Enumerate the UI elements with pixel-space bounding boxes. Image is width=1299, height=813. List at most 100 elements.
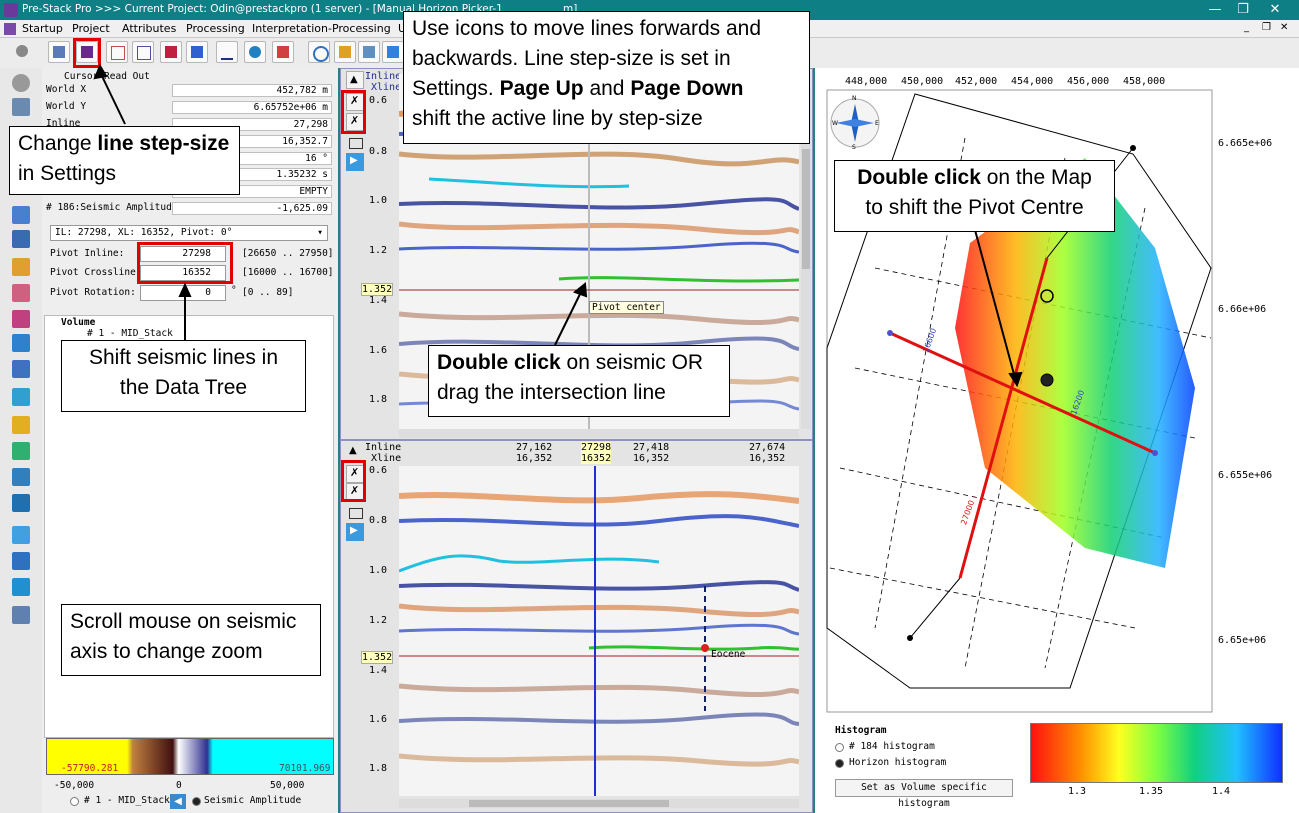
tool-chart2-icon[interactable] <box>12 552 30 570</box>
hscroll-bottom[interactable] <box>399 799 799 808</box>
seismic-header-xline: Xline <box>371 82 402 93</box>
title-bar: Pre-Stack Pro >>> Current Project: Odin@… <box>0 0 1299 20</box>
pivot-inline-range: [26650 .. 27950] <box>242 248 334 259</box>
wedge-icon <box>387 46 399 58</box>
colors-icon <box>277 46 289 58</box>
readout-label: World X <box>46 84 87 95</box>
tool-cube2-icon[interactable] <box>12 468 30 486</box>
tool-grid-icon[interactable] <box>12 206 30 224</box>
histogram-chart[interactable] <box>1030 723 1283 783</box>
menu-interpretation-processing[interactable]: Interpretation-Processing <box>252 22 391 35</box>
tool-pin-icon[interactable] <box>12 494 30 512</box>
toolbar-eye-button[interactable] <box>244 41 266 63</box>
check-icon <box>137 46 151 60</box>
readout-row-2: Inline <box>46 118 80 131</box>
seismic-header-xline: Xline <box>371 453 402 464</box>
toolbar-tool3-button[interactable] <box>106 41 128 63</box>
colorbar-max: 70101.969 <box>279 763 331 774</box>
compass-n: N <box>852 95 857 102</box>
callout-text: Change <box>18 132 92 155</box>
axis-tick: 1.2 <box>369 245 388 256</box>
histogram-radio-1[interactable] <box>835 743 844 752</box>
mdi-close-icon[interactable]: ✕ <box>1280 22 1289 33</box>
tool-chart-icon[interactable] <box>12 98 30 116</box>
tool-db-icon[interactable] <box>12 416 30 434</box>
pointer-tool[interactable]: ▲ <box>346 71 364 89</box>
menu-attributes[interactable]: Attributes <box>122 22 177 35</box>
pivot-crossline-field[interactable]: 16352 <box>140 265 226 281</box>
menu-processing[interactable]: Processing <box>186 22 245 35</box>
colorbar[interactable]: -57790.281 70101.969 <box>46 738 334 775</box>
attribute-radio[interactable] <box>192 797 201 806</box>
toolbar-target-button[interactable] <box>308 41 330 63</box>
tool-bars-icon[interactable] <box>12 360 30 378</box>
close-button[interactable]: ✕ <box>1269 2 1281 17</box>
tool-wells-icon[interactable] <box>12 230 30 248</box>
pointer-tool[interactable]: ▲ <box>346 443 364 461</box>
tool-camera-icon[interactable] <box>12 578 30 596</box>
toolbar-check-button[interactable] <box>132 41 154 63</box>
mdi-minimize-icon[interactable]: _ <box>1244 22 1249 33</box>
tool-cube-icon[interactable] <box>12 442 30 460</box>
toolbar-wavelet-button[interactable] <box>216 41 238 63</box>
pivot-inline-field[interactable]: 27298 <box>140 246 226 262</box>
tree-item-label[interactable]: # 1 - MID_Stack <box>87 328 173 339</box>
pivot-rotation-field[interactable]: 0 <box>140 285 226 301</box>
restore-button[interactable]: ❐ <box>1237 2 1249 17</box>
page-up-key: Page Up <box>499 77 584 100</box>
amplitude-label: # 186:Seismic Amplitude <box>46 202 178 213</box>
tool-layers-icon[interactable] <box>12 258 30 276</box>
settings-button[interactable] <box>76 41 98 63</box>
menu-more[interactable]: U <box>398 22 406 35</box>
hscroll-thumb[interactable] <box>469 800 669 807</box>
tool-graph-icon[interactable] <box>12 310 30 328</box>
tool-table-icon[interactable] <box>12 606 30 624</box>
next-tool[interactable]: ▶ <box>346 153 364 171</box>
vscroll-thumb[interactable] <box>802 149 810 269</box>
tool-split-icon[interactable] <box>12 334 30 352</box>
rect-tool[interactable] <box>346 505 364 523</box>
tool-sphere-icon[interactable] <box>12 74 30 92</box>
mdi-restore-icon[interactable]: ❐ <box>1262 22 1271 33</box>
menu-startup[interactable]: Startup <box>22 22 63 35</box>
tool-stack-icon[interactable] <box>12 388 30 406</box>
tool-link-icon[interactable] <box>12 526 30 544</box>
toolbar-colors-button[interactable] <box>272 41 294 63</box>
callout-bold: Double click <box>857 166 981 189</box>
pivot-rotation-range: [0 .. 89] <box>242 287 294 298</box>
menu-project[interactable]: Project <box>72 22 110 35</box>
hscroll-top[interactable] <box>399 429 799 438</box>
seismic-view-bottom[interactable]: Inline Xline 27,162 16,352 27298 16352 2… <box>340 440 813 813</box>
toolbar-map-button[interactable] <box>358 41 380 63</box>
active-xline: 16352 <box>581 453 612 464</box>
toolbar-sphere-button[interactable] <box>12 41 34 63</box>
toolbar-layout-button[interactable] <box>48 41 70 63</box>
dataset-radio[interactable] <box>70 797 79 806</box>
toolbar-dots-button[interactable] <box>334 41 356 63</box>
histogram-radio-2[interactable] <box>835 759 844 768</box>
line-forward-button[interactable]: ✗ <box>346 465 364 483</box>
x-tick-xline: 16,352 <box>749 453 786 464</box>
map-y-tick: 6.65e+06 <box>1218 635 1267 646</box>
readout-row-1: World Y <box>46 101 86 114</box>
rect-tool[interactable] <box>346 135 364 153</box>
arrow-left-icon[interactable]: ◀ <box>170 794 186 809</box>
seismic-image-bottom[interactable] <box>399 466 799 796</box>
toolbar-wells-button[interactable] <box>160 41 182 63</box>
toolbar-cube-button[interactable] <box>186 41 208 63</box>
tree-root-label[interactable]: Volume <box>61 317 96 328</box>
x-tick-inline: 27,418 <box>633 442 670 453</box>
next-tool[interactable]: ▶ <box>346 523 364 541</box>
histogram-tick: 1.3 <box>1068 786 1087 797</box>
tool-wave-icon[interactable] <box>12 284 30 302</box>
vscroll-top[interactable] <box>801 89 811 429</box>
pivot-select[interactable]: IL: 27298, XL: 16352, Pivot: 0° ▾ <box>50 225 328 241</box>
minimize-button[interactable]: — <box>1208 2 1222 17</box>
callout-text: the Data Tree <box>119 376 248 399</box>
axis-tick: 1.8 <box>369 763 388 774</box>
line-forward-button[interactable]: ✗ <box>346 93 364 111</box>
readout-label: World Y <box>46 101 87 112</box>
top-line-buttons-highlight <box>341 90 366 134</box>
toolbar-wedge-button[interactable] <box>382 41 404 63</box>
volume-histogram-button[interactable]: Set as Volume specific histogram <box>835 779 1013 809</box>
